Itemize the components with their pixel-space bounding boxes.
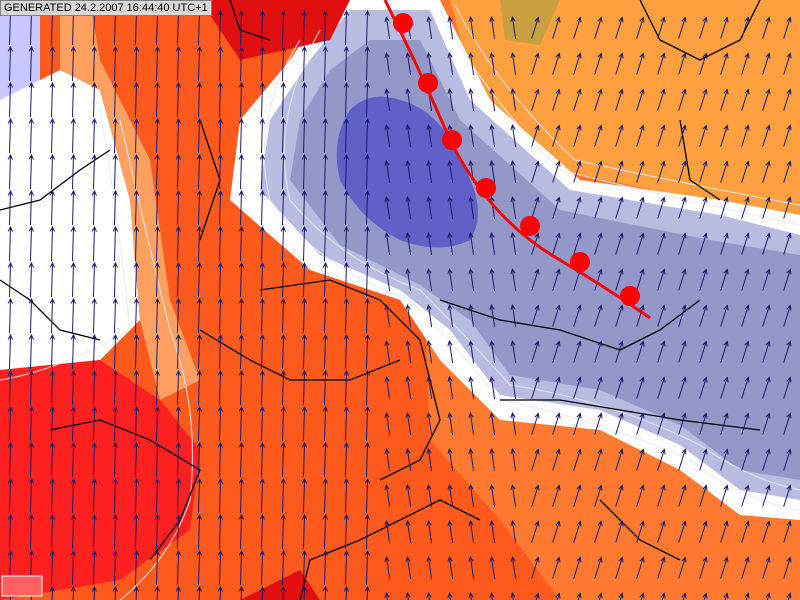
field-red (0, 360, 200, 600)
field-dark-blue (336, 96, 478, 248)
wind-arrows (7, 9, 792, 600)
wind-arrow-field (7, 9, 792, 600)
field-dark-red (200, 0, 350, 60)
field-white (0, 70, 140, 370)
borders (0, 0, 761, 600)
generated-label: GENERATED 24.2.2007 16:44:40 UTC+1 (0, 0, 212, 16)
legend-icon (1, 575, 43, 597)
isolines (0, 4, 800, 600)
field-peach (60, 0, 200, 400)
field-dark-red-bottom (240, 570, 320, 600)
front-symbols (393, 13, 640, 306)
warm-front (383, 0, 651, 320)
